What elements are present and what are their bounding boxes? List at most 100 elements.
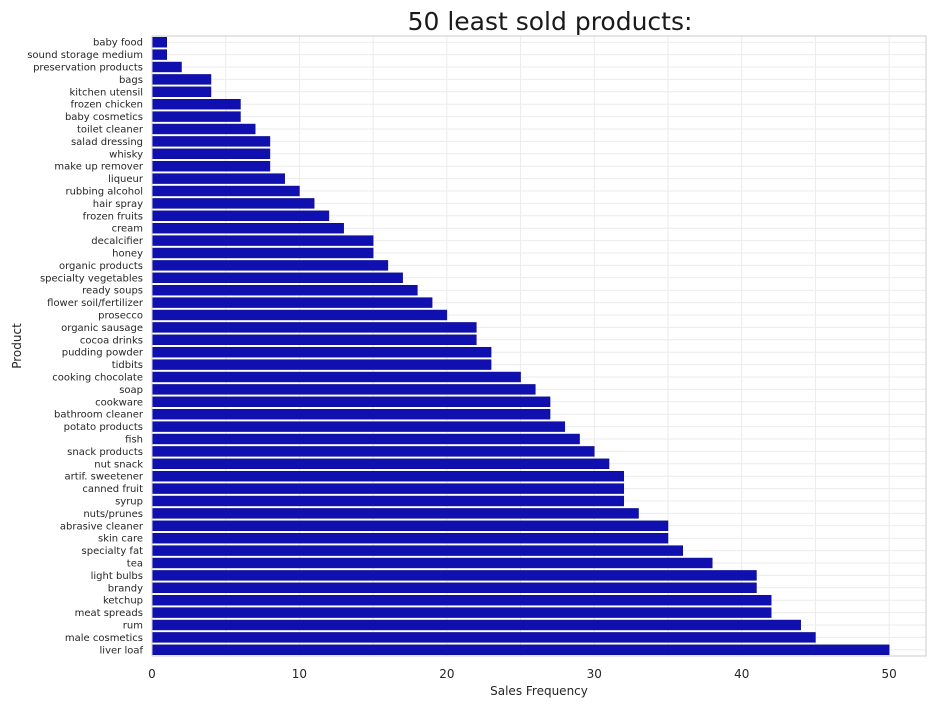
bar (151, 49, 167, 60)
y-tick-label: hair spray (93, 199, 143, 210)
y-tick-label: soap (119, 385, 143, 396)
bar (151, 346, 492, 358)
bar (151, 384, 536, 395)
y-tick-label: cocoa drinks (80, 335, 143, 346)
y-tick-label: specialty vegetables (40, 273, 143, 284)
bar (151, 470, 625, 482)
bar (151, 421, 566, 432)
x-tick-label: 40 (734, 667, 749, 681)
x-tick-label: 10 (292, 667, 307, 681)
y-tick-label: bathroom cleaner (54, 410, 144, 421)
bar (151, 632, 816, 643)
y-tick-label: make up remover (54, 162, 143, 173)
bar (151, 284, 418, 296)
bar (151, 532, 669, 544)
y-tick-label: liqueur (108, 174, 144, 185)
bar (151, 272, 403, 284)
bar (151, 86, 212, 98)
x-axis-label: Sales Frequency (490, 684, 588, 698)
y-tick-label: nut snack (94, 459, 143, 470)
x-tick-label: 20 (439, 667, 454, 681)
bar (151, 545, 683, 556)
y-tick-label: potato products (64, 422, 143, 433)
y-tick-label: artif. sweetener (65, 472, 144, 483)
bar (151, 160, 271, 172)
bar (151, 570, 757, 581)
bar (151, 61, 182, 73)
y-tick-label: ketchup (103, 596, 143, 607)
y-tick-label: rum (123, 621, 143, 632)
y-tick-label: baby cosmetics (65, 112, 143, 123)
bar (151, 483, 625, 494)
y-tick-label: canned fruit (82, 484, 143, 495)
bar (151, 334, 477, 346)
y-tick-label: light bulbs (91, 571, 143, 582)
y-tick-label: specialty fat (82, 546, 144, 557)
bar (151, 594, 772, 606)
bar (151, 247, 374, 259)
y-tick-label: snack products (67, 447, 143, 458)
y-tick-label: frozen fruits (83, 211, 143, 222)
bar (151, 446, 595, 457)
y-tick-label: rubbing alcohol (65, 187, 143, 198)
bar (151, 98, 241, 110)
bars (151, 36, 890, 656)
bar (151, 458, 610, 470)
y-tick-label: abrasive cleaner (60, 521, 144, 532)
y-tick-label: nuts/prunes (83, 509, 143, 520)
grid (152, 36, 926, 656)
y-tick-label: sound storage medium (27, 50, 143, 61)
bar (151, 371, 521, 383)
bar (151, 123, 256, 135)
bar (151, 408, 551, 420)
y-tick-label: preservation products (33, 63, 143, 74)
y-tick-label: salad dressing (71, 137, 143, 148)
bar (151, 210, 330, 222)
bar (151, 185, 300, 197)
bar (151, 198, 315, 209)
y-tick-label: cream (112, 224, 143, 235)
y-tick-label: frozen chicken (71, 100, 144, 111)
x-tick-label: 0 (148, 667, 156, 681)
y-tick-label: toilet cleaner (77, 125, 144, 136)
bar (151, 582, 757, 594)
x-tick-labels: 0 10 20 30 40 50 (148, 667, 897, 681)
y-tick-label: cookware (95, 397, 143, 408)
y-tick-label: honey (112, 249, 143, 260)
bar (151, 495, 625, 507)
y-tick-label: whisky (109, 149, 143, 160)
bar (151, 433, 580, 445)
y-tick-label: pudding powder (62, 348, 144, 359)
bar (151, 235, 374, 246)
y-tick-label: bags (119, 75, 143, 86)
x-tick-label: 30 (587, 667, 602, 681)
y-tick-label: syrup (115, 497, 143, 508)
bar (151, 508, 639, 519)
y-tick-label: ready soups (82, 286, 143, 297)
y-tick-label: brandy (108, 583, 143, 594)
bar (151, 74, 212, 85)
bar (151, 36, 167, 48)
bar (151, 520, 669, 532)
y-tick-label: liver loaf (100, 645, 144, 656)
y-tick-label: decalcifier (91, 236, 144, 247)
bar (151, 148, 271, 160)
bar (151, 322, 477, 333)
bar (151, 111, 241, 122)
y-tick-label: tidbits (112, 360, 143, 371)
y-tick-label: organic sausage (61, 323, 143, 334)
bar (151, 644, 890, 656)
bar (151, 396, 551, 408)
chart-title: 50 least sold products: (408, 7, 693, 36)
bar (151, 619, 801, 631)
y-tick-label: flower soil/fertilizer (47, 298, 144, 309)
bar (151, 607, 772, 618)
y-tick-label: prosecco (98, 311, 143, 322)
bar (151, 359, 492, 370)
bar (151, 136, 271, 147)
bar (151, 222, 344, 234)
bar (151, 297, 433, 308)
bar (151, 260, 389, 271)
